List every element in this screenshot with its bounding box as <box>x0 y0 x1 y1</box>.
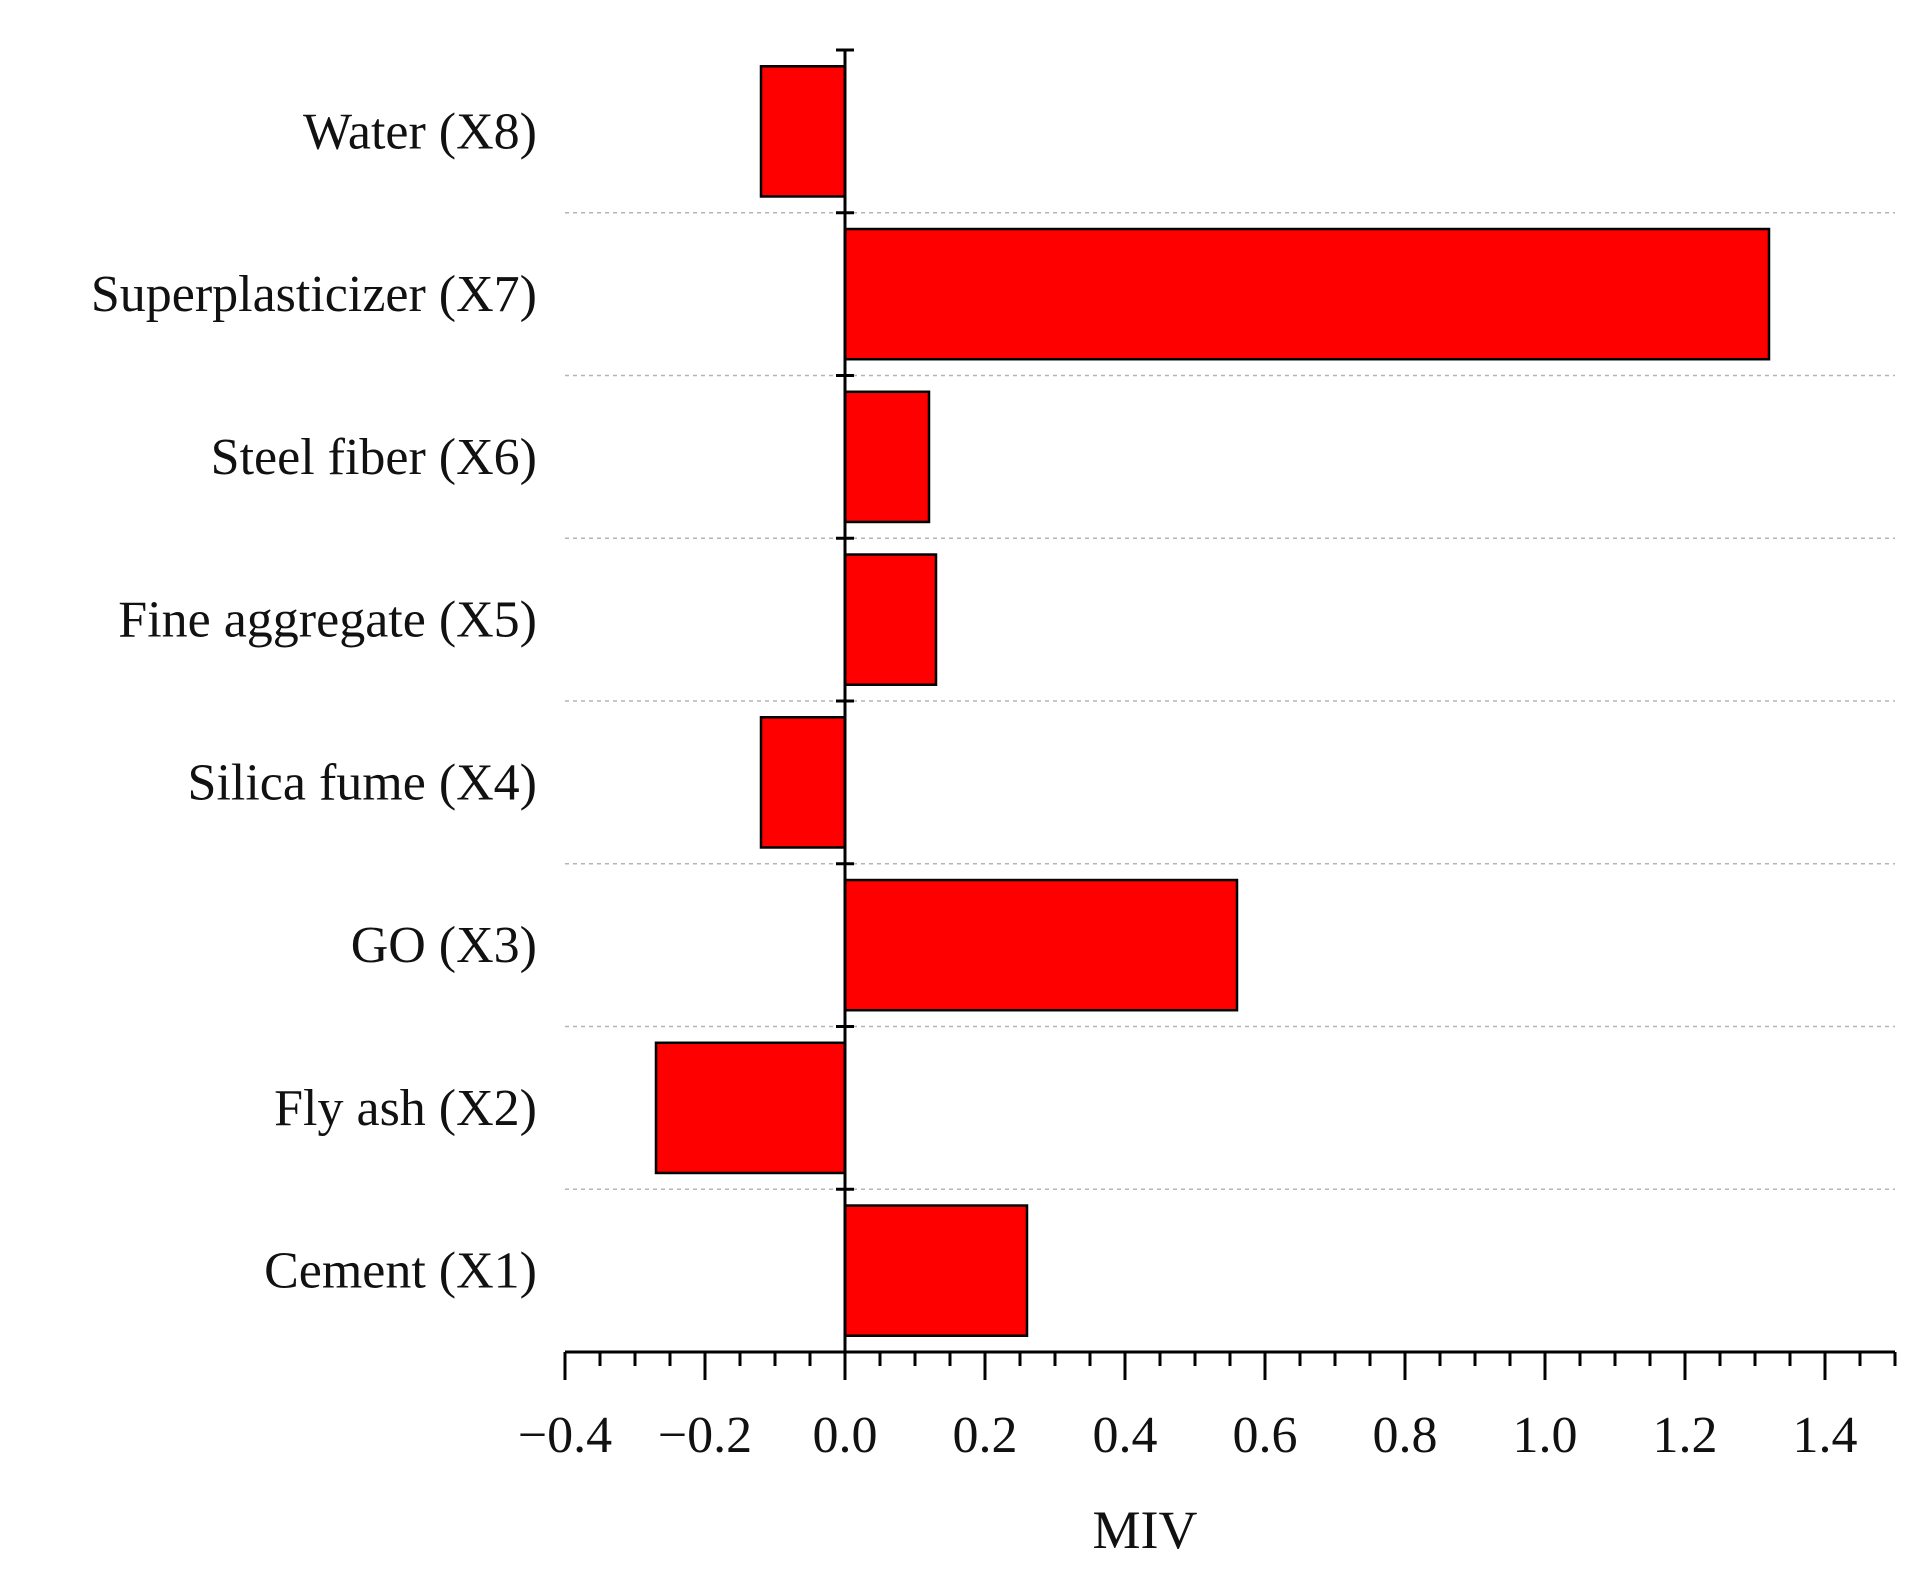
x-axis-title: MIV <box>1093 1500 1198 1560</box>
x-tick-label: 0.0 <box>813 1407 878 1464</box>
x-tick-label: 0.4 <box>1093 1407 1158 1464</box>
category-label: GO (X3) <box>351 917 537 974</box>
category-labels: Water (X8) Superplasticizer (X7) Steel fib… <box>91 103 537 1299</box>
x-tick-label: 0.6 <box>1233 1407 1298 1464</box>
x-tick-labels: −0.4 −0.2 0.0 0.2 0.4 0.6 0.8 1.0 1.2 1.4 <box>518 1407 1858 1464</box>
bar-fine-aggregate-x5 <box>843 553 938 686</box>
category-label: Fine aggregate (X5) <box>118 592 537 649</box>
bar-cement-x1 <box>843 1204 1029 1337</box>
bar-superplasticizer-x7 <box>843 227 1771 361</box>
x-tick-label: −0.2 <box>658 1407 752 1464</box>
category-label: Water (X8) <box>303 103 537 160</box>
x-tick-label: 1.4 <box>1793 1407 1858 1464</box>
bar-steel-fiber-x6 <box>843 390 931 524</box>
bar-go-x3 <box>843 878 1239 1012</box>
bar-water-x8 <box>759 65 847 198</box>
bars <box>654 65 1771 1337</box>
x-tick-label: 1.0 <box>1513 1407 1578 1464</box>
x-tick-label: 0.2 <box>953 1407 1018 1464</box>
axes <box>563 48 1897 1380</box>
category-label: Steel fiber (X6) <box>211 429 537 486</box>
category-label: Superplasticizer (X7) <box>91 266 537 323</box>
category-label: Fly ash (X2) <box>274 1080 537 1137</box>
x-tick-label: 1.2 <box>1653 1407 1718 1464</box>
bar-fly-ash-x2 <box>654 1041 847 1175</box>
category-label: Silica fume (X4) <box>188 754 537 811</box>
x-tick-label: 0.8 <box>1373 1407 1438 1464</box>
x-tick-label: −0.4 <box>518 1407 612 1464</box>
bar-silica-fume-x4 <box>759 716 847 849</box>
category-label: Cement (X1) <box>264 1243 537 1300</box>
grid-lines <box>565 212 1895 1190</box>
